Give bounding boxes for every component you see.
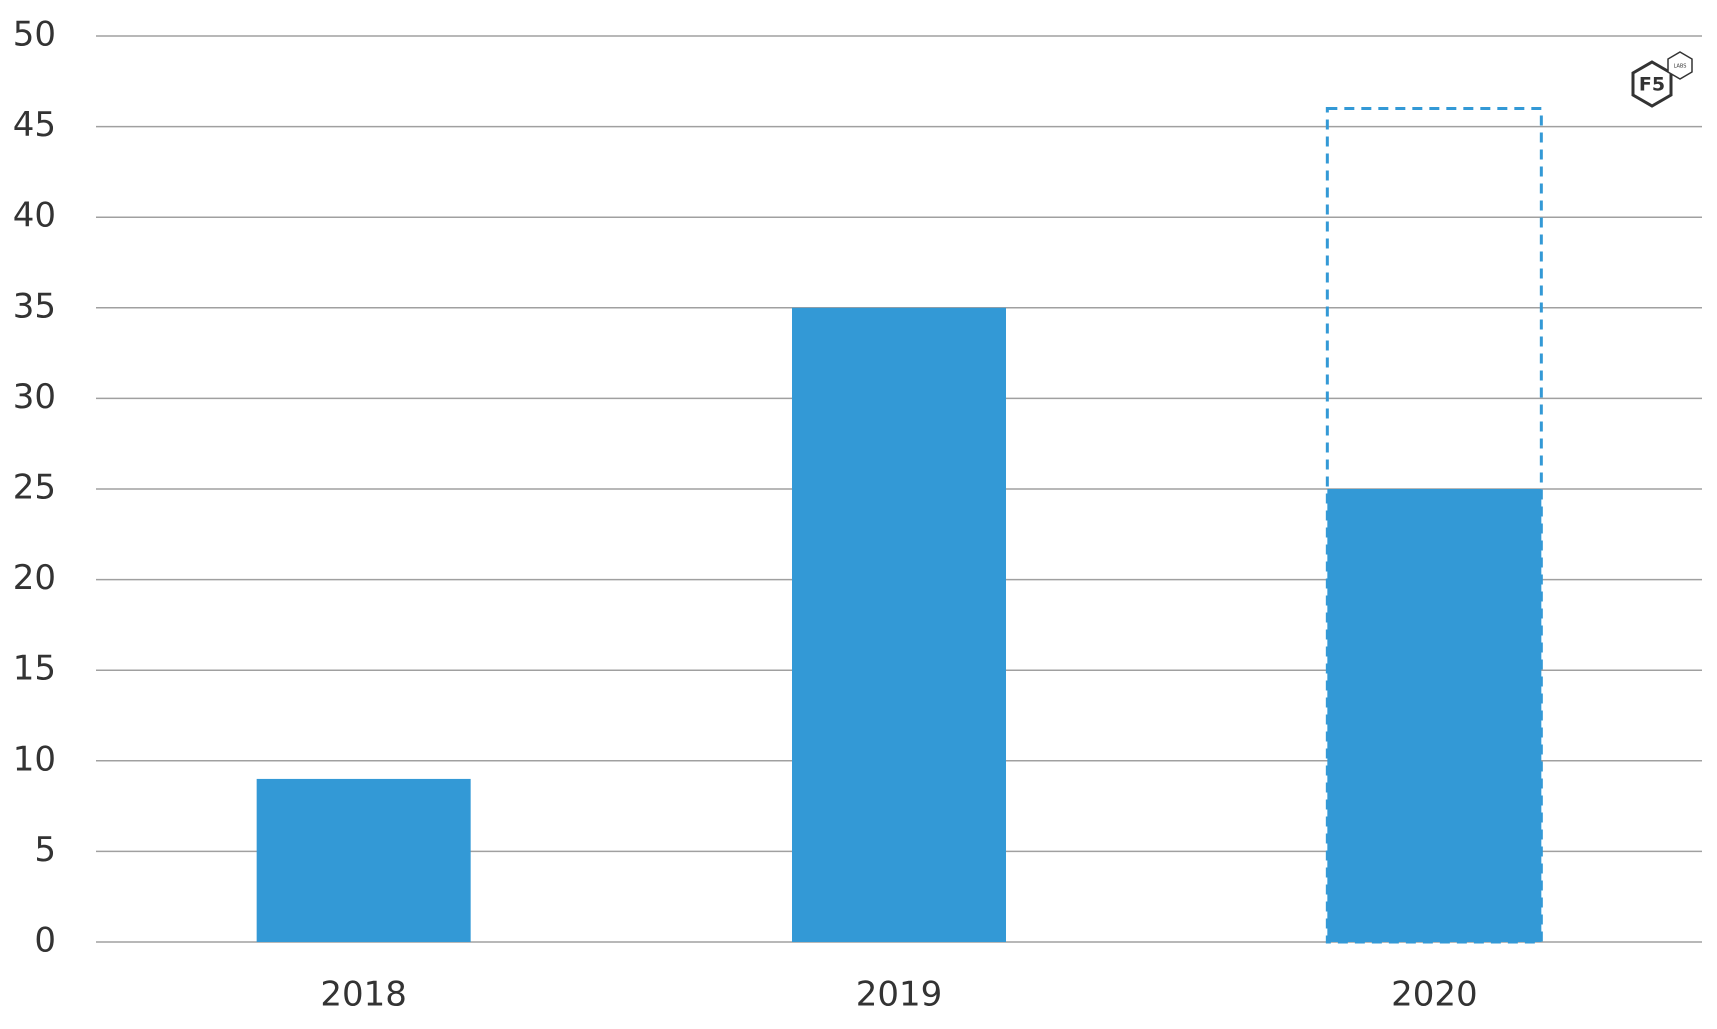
logo-subtext: LABS (1674, 64, 1687, 70)
x-tick-label: 2020 (1391, 975, 1478, 1015)
x-tick-label: 2018 (320, 975, 407, 1015)
y-tick-label: 5 (34, 830, 56, 870)
y-tick-label: 10 (13, 739, 56, 779)
x-tick-label: 2019 (856, 975, 943, 1015)
logo: F5 LABS (1631, 51, 1693, 108)
y-tick-label: 35 (13, 286, 56, 326)
y-tick-label: 50 (13, 15, 56, 55)
y-tick-label: 0 (34, 921, 56, 961)
logo-text: F5 (1639, 74, 1665, 96)
y-tick-label: 30 (13, 377, 56, 417)
y-tick-label: 15 (13, 649, 56, 689)
y-tick-label: 40 (13, 196, 56, 236)
bar (256, 778, 471, 942)
y-tick-label: 25 (13, 468, 56, 508)
y-tick-label: 45 (13, 105, 56, 145)
bar (1327, 489, 1542, 942)
logo-small-hexagon (1667, 51, 1693, 80)
y-tick-label: 20 (13, 558, 56, 598)
bar (792, 307, 1006, 942)
